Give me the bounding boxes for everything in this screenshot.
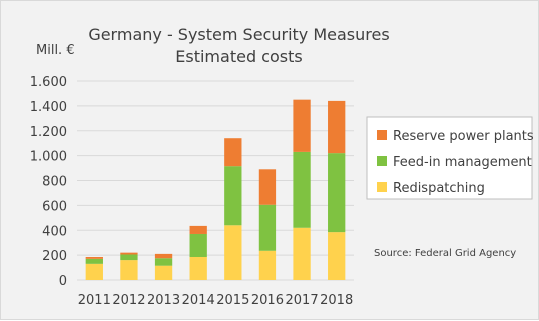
x-tick-label: 2018 bbox=[320, 293, 353, 308]
bar-feed-in-management-2011 bbox=[85, 258, 103, 264]
bar-reserve-power-plants-2012 bbox=[120, 252, 138, 255]
legend-swatch bbox=[377, 182, 387, 192]
bar-redispatching-2015 bbox=[224, 225, 242, 280]
legend-box bbox=[366, 116, 533, 200]
bar-feed-in-management-2018 bbox=[328, 153, 346, 233]
bar-feed-in-management-2017 bbox=[293, 151, 311, 228]
bar-feed-in-management-2015 bbox=[224, 166, 242, 226]
x-tick-label: 2013 bbox=[147, 293, 180, 308]
y-tick-label: 200 bbox=[42, 249, 67, 264]
x-tick-label: 2012 bbox=[112, 293, 145, 308]
y-tick-label: 1.400 bbox=[30, 100, 67, 115]
y-tick-label: 0 bbox=[59, 274, 67, 289]
x-tick-label: 2014 bbox=[182, 293, 215, 308]
y-tick-label: 1.000 bbox=[30, 150, 67, 165]
bar-reserve-power-plants-2018 bbox=[328, 100, 346, 154]
bar-reserve-power-plants-2011 bbox=[85, 256, 103, 259]
bar-reserve-power-plants-2014 bbox=[189, 225, 207, 234]
bar-redispatching-2012 bbox=[120, 260, 138, 280]
bar-redispatching-2018 bbox=[328, 232, 346, 280]
x-tick-label: 2016 bbox=[251, 293, 284, 308]
x-tick-label: 2011 bbox=[78, 293, 111, 308]
y-tick-label: 1.600 bbox=[30, 75, 67, 90]
bar-redispatching-2016 bbox=[258, 250, 277, 280]
bar-feed-in-management-2016 bbox=[258, 204, 277, 251]
legend-swatch bbox=[377, 156, 387, 166]
source-note: Source: Federal Grid Agency bbox=[374, 248, 516, 259]
bar-redispatching-2013 bbox=[154, 265, 173, 280]
x-tick-label: 2015 bbox=[216, 293, 249, 308]
y-tick-label: 1.200 bbox=[30, 125, 67, 140]
legend-label: Redispatching bbox=[393, 181, 485, 196]
bar-redispatching-2011 bbox=[85, 263, 103, 280]
legend-label: Reserve power plants bbox=[393, 129, 534, 144]
bar-feed-in-management-2014 bbox=[189, 233, 207, 257]
y-tick-label: 600 bbox=[42, 199, 67, 214]
bar-reserve-power-plants-2016 bbox=[258, 169, 277, 205]
bar-reserve-power-plants-2015 bbox=[224, 138, 242, 167]
y-tick-label: 400 bbox=[42, 224, 67, 239]
bar-redispatching-2014 bbox=[189, 256, 207, 280]
bar-redispatching-2017 bbox=[293, 227, 311, 280]
chart-subtitle: Estimated costs bbox=[175, 47, 302, 66]
y-tick-label: 800 bbox=[42, 175, 67, 190]
chart-title: Germany - System Security Measures bbox=[88, 25, 389, 44]
bar-reserve-power-plants-2017 bbox=[293, 99, 311, 152]
legend-label: Feed-in management bbox=[393, 155, 532, 170]
bar-feed-in-management-2013 bbox=[154, 258, 173, 266]
legend-swatch bbox=[377, 130, 387, 140]
y-axis-label: Mill. € bbox=[36, 43, 75, 58]
bar-reserve-power-plants-2013 bbox=[154, 253, 173, 259]
bar-feed-in-management-2012 bbox=[120, 254, 138, 261]
x-tick-label: 2017 bbox=[286, 293, 319, 308]
